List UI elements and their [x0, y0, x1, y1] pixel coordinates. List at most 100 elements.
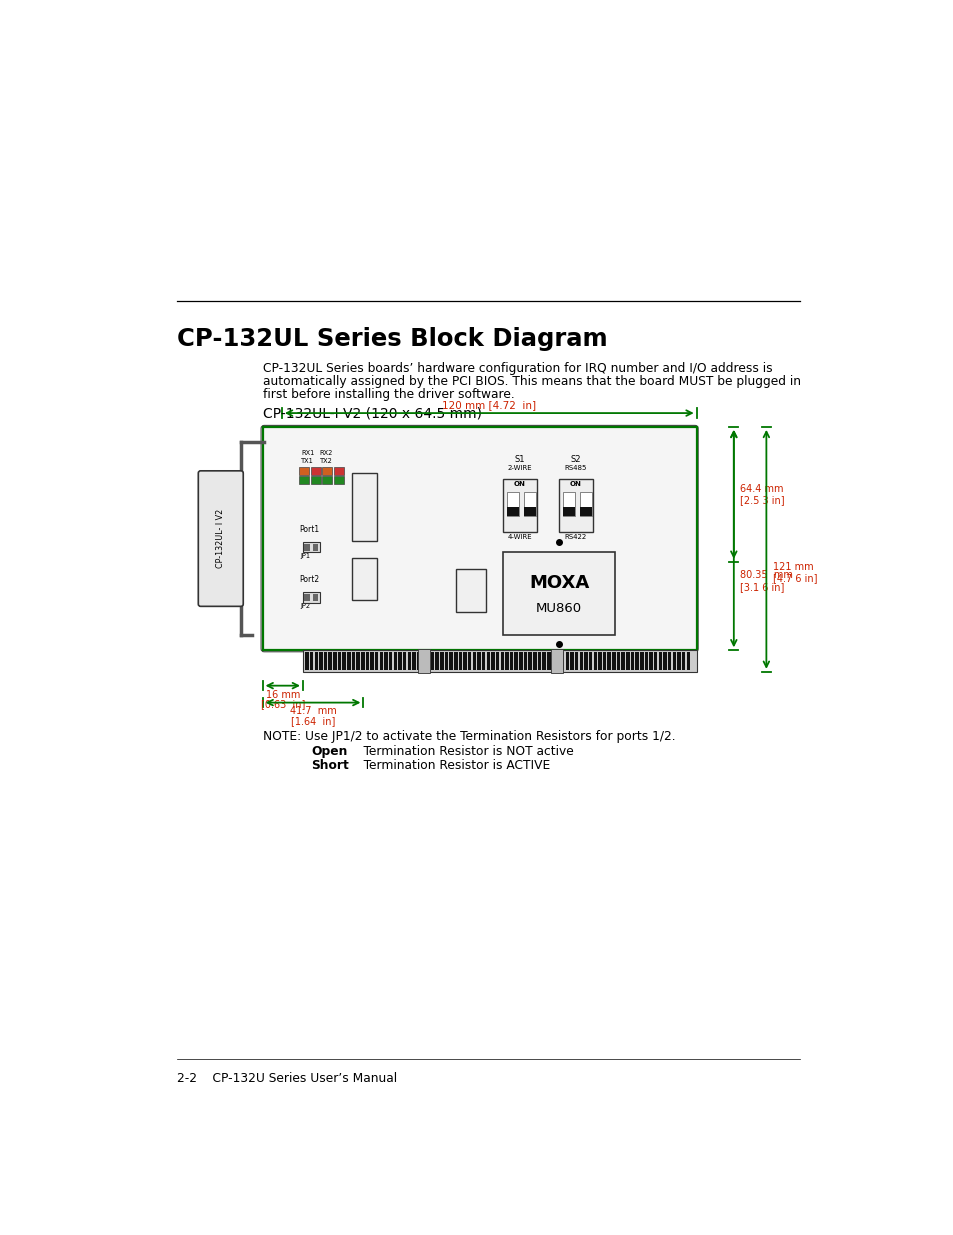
Bar [560, 652, 564, 671]
Text: Termination Resistor is ACTIVE: Termination Resistor is ACTIVE [352, 758, 550, 772]
Bar [328, 652, 332, 671]
Bar [449, 652, 453, 671]
Text: TX1: TX1 [301, 458, 314, 464]
Bar [644, 652, 647, 671]
Bar [579, 492, 592, 516]
Text: S2: S2 [570, 456, 580, 464]
Bar [502, 552, 615, 635]
Bar [444, 652, 448, 671]
Bar [356, 652, 359, 671]
Text: MOXA: MOXA [528, 574, 589, 593]
Bar [360, 652, 364, 671]
Bar [528, 652, 532, 671]
Bar [311, 477, 320, 484]
Bar [417, 648, 430, 673]
Bar [416, 652, 420, 671]
Bar [407, 652, 411, 671]
Bar [402, 652, 406, 671]
Bar [562, 492, 575, 516]
Bar [612, 652, 615, 671]
Bar [352, 473, 376, 541]
Bar [649, 652, 652, 671]
Bar [620, 652, 624, 671]
Bar [481, 652, 485, 671]
Text: RX1: RX1 [300, 450, 314, 456]
Bar [502, 479, 537, 531]
Bar [397, 652, 401, 671]
Bar [562, 508, 575, 516]
Bar [314, 652, 317, 671]
Bar [352, 558, 376, 600]
Text: NOTE: Use JP1/2 to activate the Termination Resistors for ports 1/2.: NOTE: Use JP1/2 to activate the Terminat… [262, 730, 675, 742]
Bar [686, 652, 689, 671]
Text: 120 mm [4.72  in]: 120 mm [4.72 in] [442, 400, 536, 410]
Bar [677, 652, 680, 671]
Bar [313, 594, 318, 601]
Bar [334, 477, 344, 484]
Text: Termination Resistor is NOT active: Termination Resistor is NOT active [348, 745, 573, 758]
Text: 80.35  mm
[3.1 6 in]: 80.35 mm [3.1 6 in] [740, 571, 792, 592]
Bar [617, 652, 619, 671]
Text: first before installing the driver software.: first before installing the driver softw… [262, 389, 514, 401]
Bar [303, 542, 319, 552]
Text: ON: ON [514, 482, 525, 488]
Bar [456, 569, 485, 611]
Bar [389, 652, 392, 671]
Bar [550, 648, 562, 673]
Bar [514, 652, 517, 671]
Bar [588, 652, 592, 671]
Bar [379, 652, 383, 671]
Bar [486, 652, 490, 671]
Bar [384, 652, 387, 671]
Text: CP-132UL-I V2 (120 x 64.5 mm): CP-132UL-I V2 (120 x 64.5 mm) [262, 406, 481, 421]
Bar [579, 508, 592, 516]
Text: Short: Short [311, 758, 349, 772]
Bar [310, 652, 313, 671]
Bar [546, 652, 550, 671]
Bar [505, 652, 508, 671]
Bar [463, 652, 466, 671]
Text: [1.64  in]: [1.64 in] [291, 716, 335, 726]
Bar [333, 652, 336, 671]
Text: CP-132UL Series Block Diagram: CP-132UL Series Block Diagram [177, 327, 607, 351]
Bar [523, 508, 536, 516]
Bar [454, 652, 457, 671]
Bar [496, 652, 498, 671]
Bar [542, 652, 545, 671]
Bar [537, 652, 540, 671]
Bar [635, 652, 639, 671]
Text: RX2: RX2 [319, 450, 333, 456]
Bar [303, 593, 319, 603]
Bar [491, 652, 495, 671]
Bar [375, 652, 378, 671]
Bar [500, 652, 503, 671]
Bar [551, 652, 555, 671]
Bar [303, 651, 696, 672]
FancyBboxPatch shape [198, 471, 243, 606]
Bar [421, 652, 424, 671]
Bar [681, 652, 684, 671]
Bar [654, 652, 657, 671]
Bar [468, 652, 471, 671]
Text: ON: ON [569, 482, 581, 488]
Text: 41.7  mm: 41.7 mm [290, 706, 336, 716]
Bar [435, 652, 438, 671]
Bar [322, 467, 332, 474]
Bar [431, 652, 434, 671]
Bar [305, 652, 309, 671]
Bar [313, 543, 318, 551]
Text: TX2: TX2 [319, 458, 333, 464]
Bar [607, 652, 610, 671]
Bar [412, 652, 416, 671]
Bar [319, 652, 322, 671]
Bar [426, 652, 429, 671]
Bar [658, 652, 661, 671]
Text: 2-WIRE: 2-WIRE [507, 466, 532, 471]
Bar [365, 652, 369, 671]
Bar [593, 652, 597, 671]
Bar [304, 594, 310, 601]
Text: MU860: MU860 [536, 601, 581, 615]
Text: 4-WIRE: 4-WIRE [507, 534, 532, 540]
Bar [518, 652, 522, 671]
FancyBboxPatch shape [261, 425, 698, 652]
